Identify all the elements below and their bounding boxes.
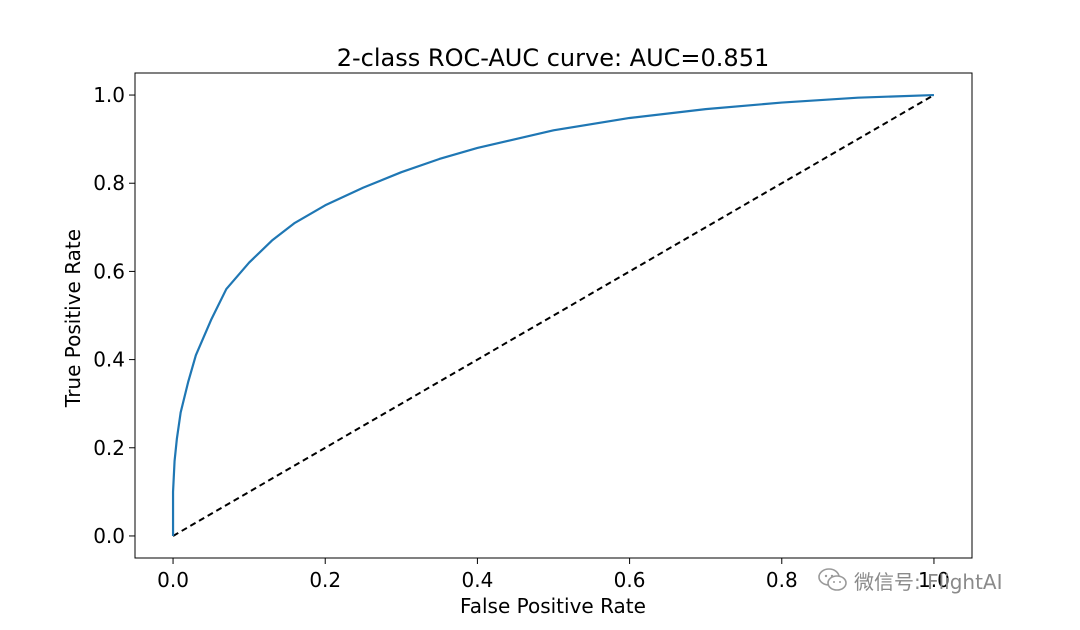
x-tick-label: 0.8	[766, 568, 798, 592]
y-tick-label: 0.2	[93, 436, 125, 460]
wechat-icon	[818, 567, 848, 593]
series-layer	[171, 93, 935, 537]
chart-title: 2-class ROC-AUC curve: AUC=0.851	[337, 44, 769, 72]
plot-frame	[134, 72, 973, 559]
y-tick-label: 0.8	[93, 171, 125, 195]
ticks-layer: 0.0 0.2 0.4 0.6 0.8 1.0 0.0 0.2 0.4 0.6 0.8 1.0	[93, 83, 950, 592]
y-tick-label: 0.0	[93, 524, 125, 548]
y-axis-label: True Positive Rate	[61, 229, 85, 408]
x-tick-label: 0.0	[157, 568, 189, 592]
watermark: 微信号: FlightAI	[818, 562, 1058, 598]
x-tick-label: 1.0	[918, 568, 950, 592]
x-tick-label: 0.2	[309, 568, 341, 592]
roc-curve	[171, 93, 934, 536]
y-tick-label: 1.0	[93, 83, 125, 107]
watermark-text: 微信号: FlightAI	[854, 569, 1003, 594]
y-tick-label: 0.4	[93, 348, 125, 372]
y-tick-label: 0.6	[93, 259, 125, 283]
x-tick-label: 0.4	[462, 568, 494, 592]
chance-line	[172, 94, 935, 537]
x-axis-label: False Positive Rate	[460, 594, 646, 618]
x-tick-label: 0.6	[614, 568, 646, 592]
